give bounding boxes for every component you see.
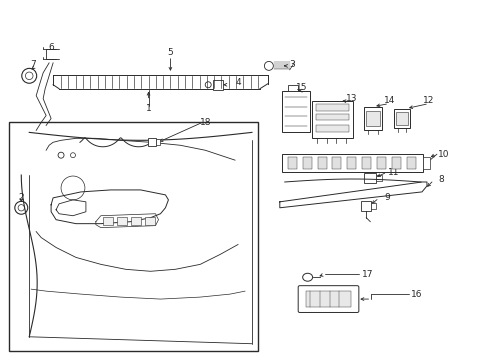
Ellipse shape [205, 82, 211, 88]
Text: 3: 3 [289, 60, 295, 69]
Bar [406, 157, 415, 169]
Ellipse shape [302, 273, 312, 281]
FancyBboxPatch shape [298, 286, 358, 312]
Bar [287, 85, 297, 91]
Bar [213, 80, 223, 90]
Bar [281, 91, 309, 132]
Text: 6: 6 [48, 42, 54, 51]
Bar [315, 113, 349, 121]
Bar [346, 157, 356, 169]
Text: 14: 14 [383, 96, 394, 105]
Bar [376, 157, 386, 169]
Text: 15: 15 [295, 83, 307, 92]
Text: 16: 16 [410, 289, 422, 298]
Bar [144, 217, 154, 225]
Ellipse shape [70, 153, 75, 158]
Text: 12: 12 [423, 96, 434, 105]
Bar [361, 201, 370, 211]
Bar [393, 109, 409, 129]
Bar [102, 217, 113, 225]
Bar [364, 173, 375, 183]
Bar [364, 107, 382, 130]
Polygon shape [279, 182, 426, 208]
Ellipse shape [58, 152, 64, 158]
Text: 10: 10 [437, 150, 448, 159]
Bar [366, 111, 380, 126]
Bar [362, 157, 370, 169]
Bar [117, 217, 126, 225]
Text: 2: 2 [19, 193, 24, 202]
Text: 8: 8 [437, 175, 443, 184]
Polygon shape [59, 75, 260, 89]
Polygon shape [260, 75, 267, 89]
Bar [9, 122, 257, 351]
Polygon shape [53, 75, 59, 89]
Bar [281, 154, 422, 172]
Text: 17: 17 [361, 270, 372, 279]
Bar [302, 157, 311, 169]
Ellipse shape [264, 62, 273, 70]
Bar [130, 217, 141, 225]
Bar [305, 291, 351, 307]
Bar [332, 157, 341, 169]
Bar [395, 112, 407, 125]
Text: 9: 9 [384, 193, 389, 202]
Text: 11: 11 [387, 167, 399, 176]
Text: 18: 18 [199, 118, 210, 127]
Bar [315, 125, 349, 132]
Bar [311, 100, 353, 138]
Bar [391, 157, 400, 169]
Bar [287, 157, 296, 169]
Bar [315, 104, 349, 111]
Bar [422, 157, 429, 169]
Text: 5: 5 [167, 49, 173, 58]
Text: 7: 7 [30, 60, 36, 69]
Bar [370, 203, 375, 209]
Text: 13: 13 [345, 94, 356, 103]
Text: 1: 1 [145, 104, 151, 113]
Bar [317, 157, 326, 169]
Bar [155, 139, 160, 145]
Text: 4: 4 [235, 78, 241, 87]
Bar [375, 175, 382, 181]
Bar [147, 138, 155, 146]
